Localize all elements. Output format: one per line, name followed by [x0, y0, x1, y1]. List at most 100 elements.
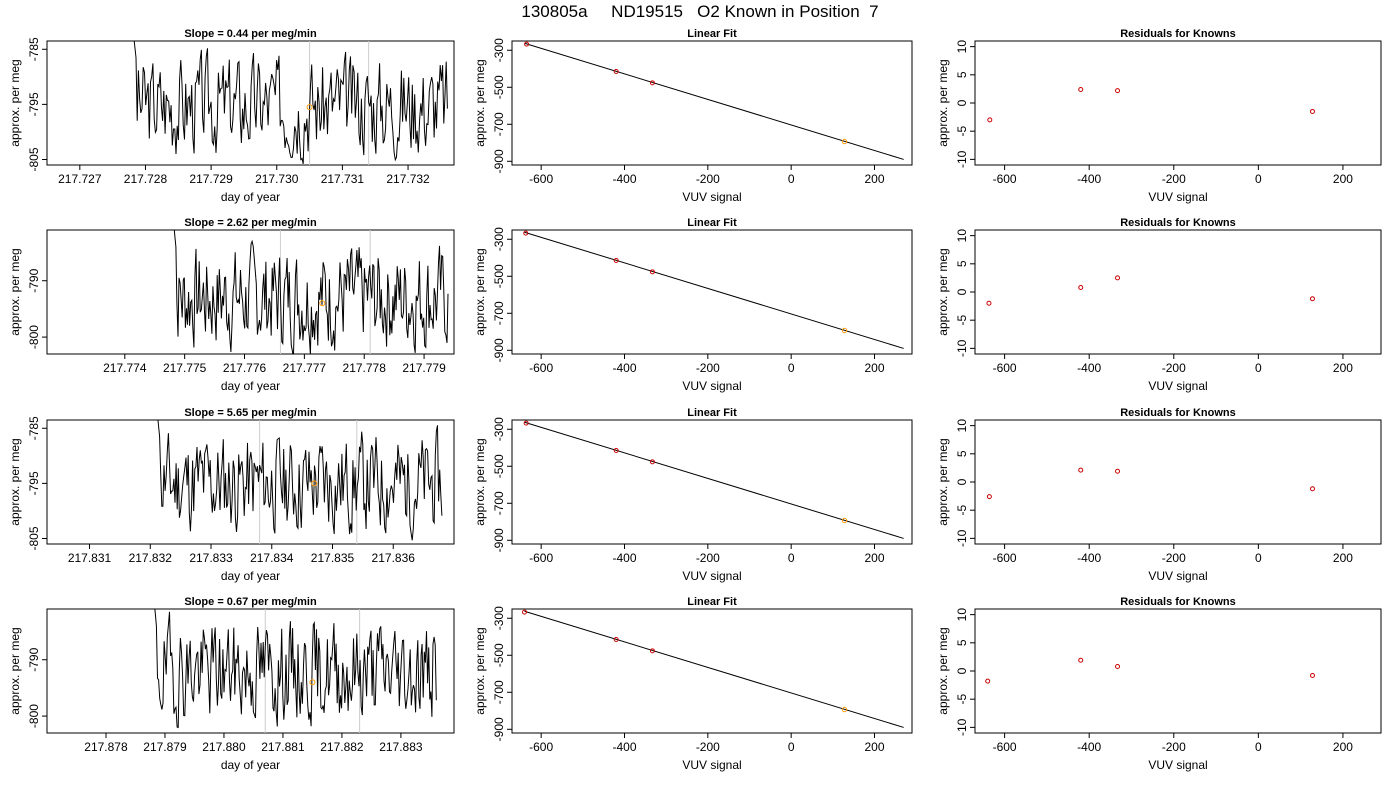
y-tick-label: 10 [955, 229, 969, 243]
y-axis-label: approx. per meg [8, 627, 22, 714]
data-point [613, 69, 619, 75]
x-axis-label: VUV signal [1148, 569, 1207, 583]
x-tick-label: 217.777 [283, 361, 327, 375]
y-tick-label: -500 [492, 643, 506, 667]
y-tick-label: -790 [27, 647, 41, 671]
plot-area [985, 657, 1315, 684]
x-tick-label: 217.776 [223, 361, 267, 375]
panel-1: Slope = 0.44 per meg/min 217.727 217.728 21… [8, 28, 455, 204]
y-tick-label: 5 [955, 260, 969, 267]
x-axis-label: VUV signal [682, 569, 741, 583]
x-tick-label: 217.831 [68, 551, 112, 565]
y-tick-label: 0 [955, 99, 969, 106]
y-axis-label: approx. per meg [936, 438, 950, 525]
y-tick-label: 5 [955, 450, 969, 457]
y-axis-label: approx. per meg [8, 438, 22, 525]
y-tick-label: -700 [492, 680, 506, 704]
data-point [985, 678, 991, 684]
figure-title: 130805a ND19515 O2 Known in Position 7 [521, 2, 879, 21]
y-tick-label: -10 [955, 529, 969, 547]
data-point [986, 300, 992, 306]
y-tick-label: -900 [492, 338, 506, 362]
x-tick-label: -200 [1162, 172, 1186, 186]
fit-line [524, 610, 904, 728]
x-tick-label: 217.775 [163, 361, 207, 375]
x-tick-label: -200 [696, 172, 720, 186]
data-point [1078, 86, 1084, 92]
y-axis-label: approx. per meg [936, 627, 950, 714]
x-tick-label: -400 [612, 740, 636, 754]
y-tick-label: 0 [955, 288, 969, 295]
y-tick-label: -5 [955, 126, 969, 137]
data-point [1078, 284, 1084, 290]
y-tick-label: 0 [955, 478, 969, 485]
panel-title: Linear Fit [687, 407, 737, 419]
y-tick-label: -5 [955, 694, 969, 705]
plot-area [522, 609, 904, 728]
y-tick-label: 10 [955, 608, 969, 622]
panel-10: Slope = 0.67 per meg/min 217.878 217.879 21… [8, 596, 455, 772]
plot-area [154, 609, 437, 733]
x-tick-label: -600 [529, 361, 553, 375]
plot-frame [511, 229, 913, 355]
x-tick-label: -400 [1077, 551, 1101, 565]
x-tick-label: 200 [864, 740, 884, 754]
panel-title: Slope = 2.62 per meg/min [184, 217, 317, 229]
x-tick-label: 200 [1333, 740, 1353, 754]
y-tick-label: 5 [955, 71, 969, 78]
data-point [649, 648, 655, 654]
y-tick-label: -805 [27, 147, 41, 171]
fit-line [524, 231, 904, 349]
x-tick-label: 217.881 [261, 740, 305, 754]
x-tick-label: 0 [1255, 361, 1262, 375]
x-tick-label: 217.731 [321, 172, 365, 186]
x-tick-label: 200 [864, 551, 884, 565]
plot-frame [46, 608, 455, 734]
x-axis-label: VUV signal [682, 379, 741, 393]
panel-title: Slope = 0.44 per meg/min [184, 28, 317, 40]
plot-frame [974, 419, 1382, 545]
y-tick-label: -5 [955, 315, 969, 326]
x-tick-label: 217.732 [386, 172, 430, 186]
known-marker [311, 480, 318, 487]
known-marker [309, 679, 316, 686]
x-tick-label: 217.836 [372, 551, 416, 565]
x-tick-label: 217.879 [143, 740, 187, 754]
y-tick-label: -790 [27, 268, 41, 292]
y-axis-label: approx. per meg [473, 248, 487, 335]
y-tick-label: -900 [492, 717, 506, 741]
x-tick-label: 217.779 [402, 361, 446, 375]
x-tick-label: 217.882 [320, 740, 364, 754]
panel-title: Linear Fit [687, 217, 737, 229]
x-tick-label: 200 [1333, 551, 1353, 565]
x-tick-label: -400 [1077, 361, 1101, 375]
y-tick-label: 10 [955, 40, 969, 54]
y-tick-label: -785 [27, 37, 41, 61]
y-tick-label: -500 [492, 454, 506, 478]
panel-6: Residuals for Knowns -600 -400 -200 0 200 10 5 0… [936, 217, 1382, 393]
data-point [1115, 88, 1121, 94]
data-point [986, 494, 992, 500]
x-tick-label: -200 [696, 551, 720, 565]
y-tick-label: -300 [492, 227, 506, 251]
plot-area [173, 230, 449, 354]
panel-2: Linear Fit -600 -400 -200 0 200 -300 -500 -700 -9… [473, 28, 913, 204]
panel-title: Linear Fit [687, 28, 737, 40]
data-point [1078, 467, 1084, 473]
x-tick-label: -600 [529, 740, 553, 754]
x-tick-label: -200 [696, 361, 720, 375]
x-tick-label: 0 [788, 361, 795, 375]
series-line [154, 609, 437, 729]
x-tick-label: 217.728 [124, 172, 168, 186]
data-point [613, 448, 619, 454]
plot-frame [46, 419, 455, 545]
known-marker [319, 300, 326, 307]
y-axis-label: approx. per meg [473, 627, 487, 714]
data-point [613, 637, 619, 643]
data-point [1115, 468, 1121, 474]
y-tick-label: -700 [492, 112, 506, 136]
y-axis-label: approx. per meg [8, 248, 22, 335]
panel-8: Linear Fit -600 -400 -200 0 200 -300 -500 -700 -9… [473, 407, 913, 583]
x-axis-label: VUV signal [682, 758, 741, 772]
